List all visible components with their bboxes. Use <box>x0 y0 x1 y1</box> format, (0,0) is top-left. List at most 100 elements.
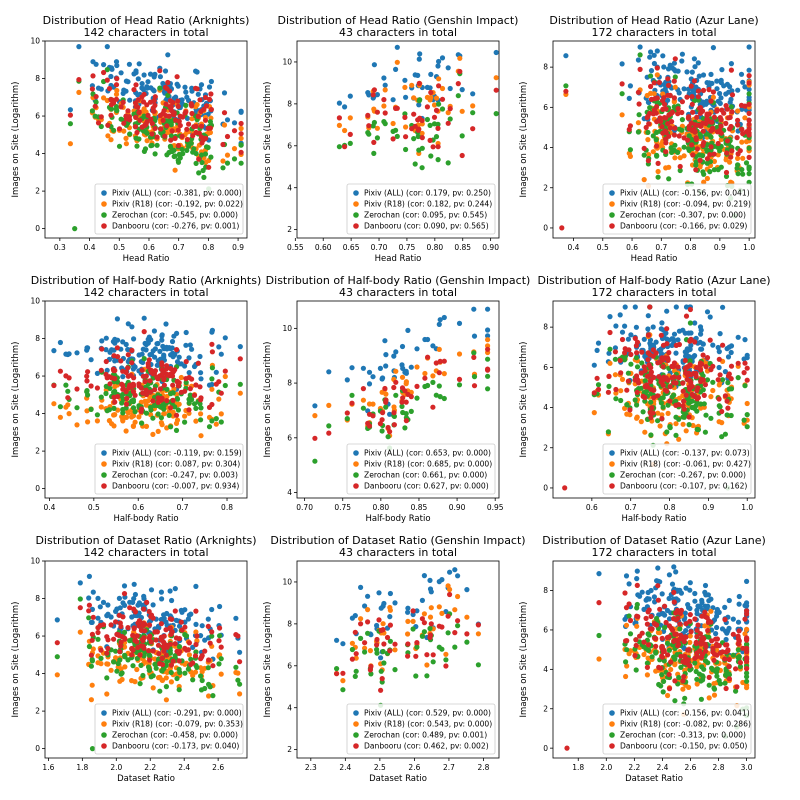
point-danbooru <box>206 164 212 170</box>
legend-marker-danbooru <box>609 483 615 489</box>
point-pixiv-all <box>606 350 612 356</box>
point-zerochan <box>698 696 705 702</box>
legend-label-zerochan: Zerochan (cor: 0.489, pv: 0.001) <box>364 731 487 740</box>
point-zerochan <box>371 150 377 156</box>
point-danbooru <box>714 107 720 113</box>
legend-marker-zerochan <box>101 212 107 218</box>
point-pixiv-all <box>382 338 388 344</box>
point-pixiv-all <box>182 607 188 613</box>
point-zerochan <box>54 654 60 660</box>
point-pixiv-all <box>650 324 656 330</box>
point-zerochan <box>158 415 164 421</box>
point-zerochan <box>435 121 441 127</box>
point-danbooru <box>159 662 166 668</box>
point-pixiv-all <box>722 604 728 611</box>
point-danbooru <box>729 92 736 98</box>
point-pixiv-all <box>414 608 420 614</box>
point-zerochan <box>642 378 648 384</box>
point-danbooru <box>705 619 712 626</box>
point-danbooru <box>435 125 441 131</box>
points <box>336 44 499 171</box>
point-pixiv-all <box>716 364 722 371</box>
x-tick-label: 2.4 <box>656 763 668 772</box>
point-danbooru <box>220 141 226 148</box>
point-pixiv-all <box>86 573 92 580</box>
point-pixiv-r18 <box>591 410 597 416</box>
point-zerochan <box>673 432 679 438</box>
point-danbooru <box>635 614 641 620</box>
point-danbooru <box>695 622 701 628</box>
point-zerochan <box>374 135 380 141</box>
point-danbooru <box>686 126 692 132</box>
point-danbooru <box>193 608 199 614</box>
x-tick-label: 1.0 <box>743 243 755 252</box>
point-pixiv-all <box>717 90 723 97</box>
point-danbooru <box>617 357 623 363</box>
point-danbooru <box>216 638 222 644</box>
x-tick-label: 0.4 <box>568 243 580 252</box>
y-tick-label: 2 <box>543 704 548 713</box>
point-danbooru <box>661 95 667 101</box>
point-zerochan <box>672 698 678 704</box>
point-pixiv-r18 <box>129 678 135 684</box>
point-pixiv-all <box>103 347 109 353</box>
point-danbooru <box>358 621 364 627</box>
point-danbooru <box>642 368 648 374</box>
points <box>564 564 750 751</box>
point-pixiv-all <box>139 351 145 357</box>
point-zerochan <box>179 146 185 152</box>
point-danbooru <box>689 383 695 390</box>
point-pixiv-all <box>417 51 423 57</box>
point-zerochan <box>666 647 673 653</box>
point-danbooru <box>632 653 638 659</box>
x-tick-label: 2.0 <box>600 763 612 772</box>
point-zerochan <box>714 666 721 672</box>
point-zerochan <box>596 632 602 639</box>
x-tick-label: 0.6 <box>143 243 155 252</box>
point-zerochan <box>383 404 389 410</box>
point-danbooru <box>681 674 687 680</box>
point-zerochan <box>708 134 714 140</box>
point-danbooru <box>591 390 597 396</box>
point-pixiv-all <box>172 586 178 592</box>
point-pixiv-all <box>687 587 693 593</box>
point-pixiv-all <box>151 328 157 334</box>
point-danbooru <box>634 350 640 356</box>
point-danbooru <box>402 114 408 120</box>
point-danbooru <box>704 111 710 117</box>
y-tick-label: 6 <box>35 632 40 641</box>
point-pixiv-r18 <box>711 681 717 687</box>
point-zerochan <box>111 405 117 411</box>
point-danbooru <box>352 629 358 635</box>
point-danbooru <box>649 405 655 411</box>
point-pixiv-all <box>374 92 380 98</box>
point-pixiv-r18 <box>409 82 415 88</box>
point-danbooru <box>639 349 645 355</box>
legend-label-pixiv-all: Pixiv (ALL) (cor: -0.156, pv: 0.041) <box>620 709 750 718</box>
point-danbooru <box>694 634 700 640</box>
point-zerochan <box>746 145 752 151</box>
point-zerochan <box>672 74 678 80</box>
point-pixiv-all <box>54 617 60 623</box>
point-danbooru <box>155 395 161 401</box>
point-danbooru <box>655 583 661 589</box>
point-pixiv-r18 <box>108 137 114 143</box>
point-pixiv-r18 <box>411 95 417 101</box>
point-pixiv-r18 <box>366 401 373 407</box>
point-danbooru <box>366 411 373 417</box>
point-pixiv-r18 <box>627 412 633 418</box>
x-tick-label: 0.80 <box>426 243 443 252</box>
point-zerochan <box>485 386 491 392</box>
point-danbooru <box>108 112 114 118</box>
point-zerochan <box>175 407 181 413</box>
point-zerochan <box>157 85 163 91</box>
point-pixiv-all <box>464 587 470 593</box>
point-pixiv-r18 <box>638 419 644 425</box>
y-tick-label: 8 <box>35 594 40 603</box>
point-zerochan <box>618 397 624 404</box>
plot-frame <box>44 40 248 239</box>
point-danbooru <box>153 637 159 643</box>
point-pixiv-all <box>378 605 384 611</box>
points <box>67 44 244 232</box>
point-danbooru <box>379 676 385 682</box>
